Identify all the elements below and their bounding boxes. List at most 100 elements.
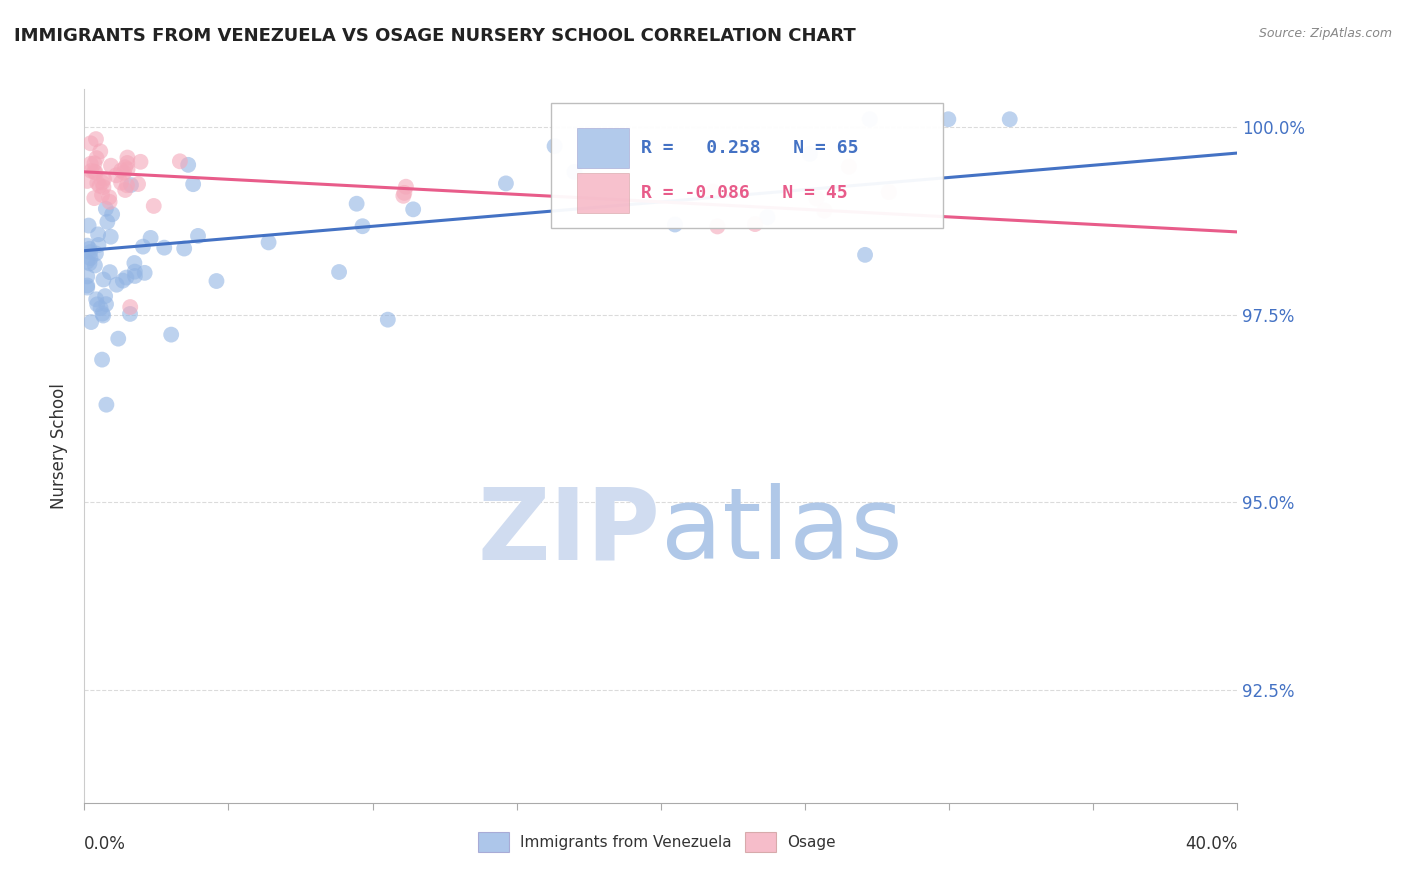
- Text: ZIP: ZIP: [478, 483, 661, 580]
- Point: [91, 188, 114, 202]
- Point: [328, 265, 350, 279]
- Point: [702, 185, 724, 199]
- Point: [76, 238, 98, 252]
- Text: 40.0%: 40.0%: [1185, 835, 1237, 853]
- Point: [84, 132, 107, 146]
- Text: IMMIGRANTS FROM VENEZUELA VS OSAGE NURSERY SCHOOL CORRELATION CHART: IMMIGRANTS FROM VENEZUELA VS OSAGE NURSE…: [14, 27, 856, 45]
- Point: [89, 178, 111, 193]
- Text: Source: ZipAtlas.com: Source: ZipAtlas.com: [1258, 27, 1392, 40]
- Point: [110, 163, 132, 178]
- Point: [120, 178, 142, 192]
- Point: [90, 301, 112, 315]
- Point: [79, 136, 101, 151]
- Point: [132, 240, 155, 254]
- Point: [352, 219, 374, 234]
- Point: [77, 219, 100, 233]
- Point: [181, 177, 204, 191]
- Point: [114, 183, 136, 197]
- Point: [564, 165, 586, 179]
- Point: [853, 248, 876, 262]
- Point: [859, 112, 882, 127]
- Point: [813, 203, 835, 218]
- Point: [838, 160, 860, 174]
- Point: [84, 165, 107, 179]
- Point: [94, 297, 117, 311]
- Point: [76, 254, 98, 268]
- Point: [395, 179, 418, 194]
- Point: [142, 199, 165, 213]
- Point: [94, 202, 117, 216]
- Point: [120, 300, 142, 314]
- Point: [177, 158, 200, 172]
- Point: [83, 156, 105, 170]
- Point: [998, 112, 1021, 127]
- FancyBboxPatch shape: [576, 173, 628, 212]
- Point: [205, 274, 228, 288]
- Point: [91, 307, 114, 321]
- Point: [93, 180, 115, 194]
- Point: [101, 207, 124, 221]
- Point: [377, 312, 399, 326]
- Point: [153, 241, 176, 255]
- Point: [187, 228, 209, 243]
- Point: [98, 194, 121, 209]
- Point: [84, 293, 107, 307]
- Point: [86, 297, 108, 311]
- Text: R =   0.258   N = 65: R = 0.258 N = 65: [641, 139, 859, 157]
- Point: [127, 177, 149, 191]
- Point: [83, 191, 105, 205]
- Point: [112, 166, 135, 180]
- Point: [938, 112, 960, 127]
- Text: Immigrants from Venezuela: Immigrants from Venezuela: [520, 835, 733, 849]
- Point: [115, 178, 138, 193]
- Point: [79, 242, 101, 256]
- Point: [117, 156, 139, 170]
- Text: Osage: Osage: [787, 835, 837, 849]
- Point: [139, 231, 162, 245]
- Text: 0.0%: 0.0%: [84, 835, 127, 853]
- Point: [257, 235, 280, 250]
- Point: [124, 265, 146, 279]
- Point: [105, 277, 128, 292]
- Point: [346, 196, 368, 211]
- Point: [543, 139, 565, 153]
- Point: [76, 269, 98, 284]
- Point: [114, 161, 136, 175]
- Point: [96, 398, 118, 412]
- Point: [806, 191, 828, 205]
- Point: [160, 327, 183, 342]
- Text: R = -0.086   N = 45: R = -0.086 N = 45: [641, 184, 848, 202]
- Point: [706, 219, 728, 234]
- Point: [96, 215, 118, 229]
- Point: [87, 227, 110, 242]
- FancyBboxPatch shape: [576, 128, 628, 168]
- Point: [91, 309, 114, 323]
- Point: [744, 217, 766, 231]
- Point: [98, 190, 121, 204]
- Point: [76, 174, 98, 188]
- Point: [100, 159, 122, 173]
- Point: [392, 189, 415, 203]
- Point: [80, 315, 103, 329]
- Point: [91, 352, 114, 367]
- Point: [79, 256, 101, 270]
- Point: [756, 210, 779, 224]
- Point: [117, 151, 139, 165]
- Point: [86, 176, 108, 190]
- Text: atlas: atlas: [661, 483, 903, 580]
- Point: [79, 245, 101, 260]
- Point: [84, 246, 107, 260]
- Point: [173, 242, 195, 256]
- Point: [79, 251, 101, 265]
- Point: [394, 186, 416, 200]
- Point: [124, 256, 146, 270]
- Point: [134, 266, 156, 280]
- Point: [115, 270, 138, 285]
- Point: [110, 176, 132, 190]
- Point: [877, 185, 900, 199]
- Point: [664, 218, 686, 232]
- Point: [86, 151, 108, 165]
- Point: [118, 307, 141, 321]
- Point: [84, 259, 107, 273]
- Point: [169, 154, 191, 169]
